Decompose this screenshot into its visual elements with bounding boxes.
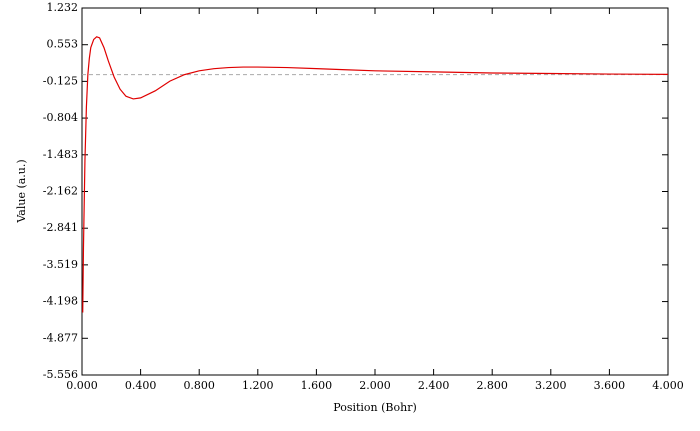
- x-tick-label: 1.600: [301, 379, 333, 392]
- y-tick-label: -2.162: [43, 185, 78, 198]
- y-tick-label: 1.232: [47, 1, 79, 14]
- y-tick-label: 0.553: [47, 38, 79, 51]
- line-series: [82, 36, 669, 313]
- x-tick-label: 3.200: [535, 379, 567, 392]
- y-tick-label: -0.125: [43, 74, 78, 87]
- y-axis-label: Value (a.u.): [15, 159, 28, 223]
- x-tick-label: 2.000: [359, 379, 391, 392]
- x-tick-label: 2.400: [418, 379, 450, 392]
- y-tick-label: -4.877: [43, 331, 78, 344]
- x-tick-label: 1.200: [242, 379, 274, 392]
- x-axis-label: Position (Bohr): [333, 401, 417, 414]
- y-tick-label: -5.556: [43, 368, 78, 381]
- x-tick-label: 2.800: [476, 379, 508, 392]
- y-tick-label: -0.804: [43, 111, 78, 124]
- x-tick-label: 0.400: [125, 379, 157, 392]
- x-tick-label: 0.800: [183, 379, 215, 392]
- x-tick-label: 4.000: [652, 379, 684, 392]
- plot-frame: [81, 7, 669, 376]
- y-tick-label: -1.483: [43, 148, 78, 161]
- x-tick-label: 0.000: [66, 379, 98, 392]
- y-tick-label: -4.198: [43, 295, 78, 308]
- x-tick-label: 3.600: [594, 379, 626, 392]
- y-tick-label: -3.519: [43, 258, 78, 271]
- y-tick-label: -2.841: [43, 221, 78, 234]
